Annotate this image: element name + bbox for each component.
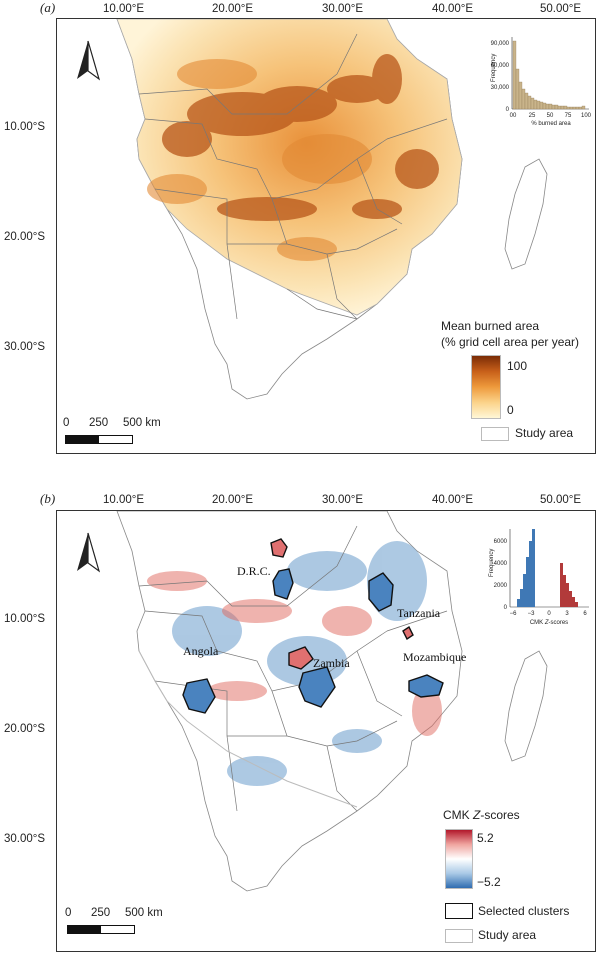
inset-a-xtick: 00 xyxy=(510,113,517,119)
scalebar-b-label-250: 250 xyxy=(91,907,111,919)
inset-b-bars-positive xyxy=(560,563,578,607)
inset-a-ylabel: Frequency xyxy=(491,54,497,82)
inset-a-ytick: 0 xyxy=(506,107,510,113)
legend-b-min-label: −5.2 xyxy=(477,875,501,889)
lat-label-30s: 30.00°S xyxy=(4,833,46,845)
legend-a-study-area-swatch xyxy=(481,427,509,441)
inset-a-ytick: 30,000 xyxy=(491,85,510,91)
legend-a-max-label: 100 xyxy=(507,359,528,373)
legend-b-max-label: 5.2 xyxy=(477,831,494,845)
scalebar-b-label-0: 0 xyxy=(65,907,72,919)
legend-a-title-line2: (% grid cell area per year) xyxy=(441,335,580,349)
inset-b-ytick: 6000 xyxy=(494,539,508,545)
legend-b-study-area-label: Study area xyxy=(478,928,537,942)
country-borders xyxy=(138,525,448,812)
scalebar-a-label-0: 0 xyxy=(63,417,70,429)
inset-a-ytick: 90,000 xyxy=(491,41,510,47)
legend-a-colorbar xyxy=(471,355,501,419)
lat-label-10s: 10.00°S xyxy=(4,613,46,625)
inset-a-xtick: 25 xyxy=(529,113,536,119)
inset-b-ytick: 4000 xyxy=(494,561,508,567)
north-arrow-icon xyxy=(77,40,101,81)
inset-a-xtick: 50 xyxy=(547,113,554,119)
lon-label-50e: 50.00°E xyxy=(540,3,582,15)
inset-b-bars-negative xyxy=(517,529,535,607)
inset-b-xtick: 3 xyxy=(565,611,569,617)
lon-label-40e: 40.00°E xyxy=(432,494,474,506)
scalebar-a-label-250: 250 xyxy=(89,417,109,429)
scalebar-b-label-500: 500 km xyxy=(125,907,163,919)
inset-a-xtick: 75 xyxy=(565,113,572,119)
legend-b-study-area-swatch xyxy=(445,929,473,943)
country-label-zambia: Zambia xyxy=(313,656,350,670)
lon-label-30e: 30.00°E xyxy=(322,494,364,506)
inset-histogram-b: Frequency 6000 4000 2000 0 xyxy=(487,519,593,627)
scalebar-a xyxy=(65,435,133,444)
scalebar-b xyxy=(67,925,135,934)
inset-b-xlabel: CMK Z-scores xyxy=(530,620,568,626)
lon-label-20e: 20.00°E xyxy=(212,3,254,15)
country-borders xyxy=(138,33,448,320)
study-area-boundary xyxy=(138,650,358,808)
inset-histogram-a: Frequency 90,000 60,000 30,000 0 xyxy=(489,27,593,127)
map-a-svg xyxy=(116,19,548,400)
lat-label-20s: 20.00°S xyxy=(4,231,46,243)
country-label-drc: D.R.C. xyxy=(237,564,271,578)
inset-a-ytick: 60,000 xyxy=(491,63,510,69)
inset-a-xtick: 100 xyxy=(581,113,592,119)
north-arrow-icon xyxy=(77,532,101,573)
lon-label-20e: 20.00°E xyxy=(212,494,254,506)
lon-label-10e: 10.00°E xyxy=(103,494,145,506)
inset-b-xtick: 6 xyxy=(583,611,587,617)
map-frame-b: D.R.C. Tanzania Angola Zambia Mozambique… xyxy=(56,510,596,952)
selected-clusters xyxy=(182,538,444,714)
legend-a-min-label: 0 xyxy=(507,403,514,417)
lon-label-10e: 10.00°E xyxy=(103,3,145,15)
legend-b-selected-clusters-swatch xyxy=(445,903,473,919)
burn-hotspots-light xyxy=(147,59,372,261)
inset-b-xtick: 0 xyxy=(547,611,551,617)
scalebar-a-label-500: 500 km xyxy=(123,417,161,429)
legend-b-selected-clusters-label: Selected clusters xyxy=(478,904,570,918)
lat-label-20s: 20.00°S xyxy=(4,723,46,735)
legend-a-title-line1: Mean burned area xyxy=(441,319,540,333)
madagascar xyxy=(504,650,548,762)
legend-b-title: CMK Z-scores xyxy=(443,808,520,822)
inset-b-ylabel: Frequency xyxy=(489,549,495,577)
map-b-svg: D.R.C. Tanzania Angola Zambia Mozambique xyxy=(116,511,548,892)
lon-label-50e: 50.00°E xyxy=(540,494,582,506)
lat-label-30s: 30.00°S xyxy=(4,341,46,353)
lon-label-40e: 40.00°E xyxy=(432,3,474,15)
country-label-mozambique: Mozambique xyxy=(403,650,466,664)
country-label-angola: Angola xyxy=(183,644,219,658)
inset-b-xtick: −3 xyxy=(528,611,536,617)
lon-label-30e: 30.00°E xyxy=(322,3,364,15)
inset-b-ytick: 0 xyxy=(504,605,508,611)
map-frame-a: Frequency 90,000 60,000 30,000 0 xyxy=(56,18,596,454)
inset-b-xtick: −6 xyxy=(510,611,518,617)
inset-b-ytick: 2000 xyxy=(494,583,508,589)
zscore-positive-speckles xyxy=(147,571,442,736)
legend-b-colorbar xyxy=(445,829,473,889)
legend-a-study-area-label: Study area xyxy=(515,426,574,440)
inset-a-xlabel: % burned area xyxy=(531,121,571,127)
panel-b-label: (b) xyxy=(40,491,56,506)
panel-a-label: (a) xyxy=(40,0,56,15)
lat-label-10s: 10.00°S xyxy=(4,121,46,133)
madagascar xyxy=(504,158,548,270)
country-label-tanzania: Tanzania xyxy=(397,606,441,620)
inset-a-bars xyxy=(512,40,586,110)
